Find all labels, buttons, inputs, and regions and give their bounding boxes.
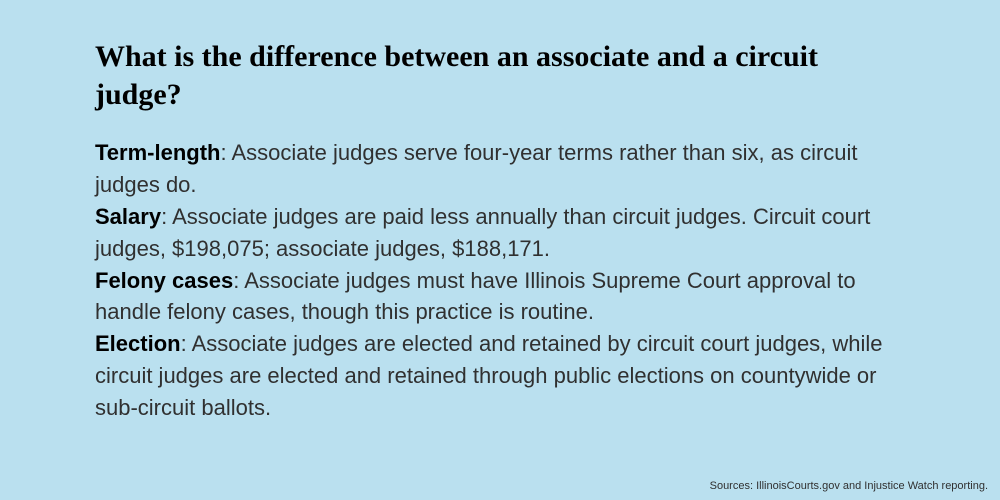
content-container: What is the difference between an associ… [0, 0, 1000, 424]
page-title: What is the difference between an associ… [95, 38, 905, 113]
entry-label: Felony cases [95, 268, 233, 293]
sources-attribution: Sources: IllinoisCourts.gov and Injustic… [710, 480, 988, 492]
entry-text: : Associate judges are paid less annuall… [95, 204, 870, 261]
entry-label: Term-length [95, 140, 220, 165]
entry-election: Election: Associate judges are elected a… [95, 328, 905, 424]
entry-felony-cases: Felony cases: Associate judges must have… [95, 265, 905, 329]
entry-text: : Associate judges are elected and retai… [95, 331, 883, 420]
entry-term-length: Term-length: Associate judges serve four… [95, 137, 905, 201]
entry-label: Election [95, 331, 181, 356]
entry-label: Salary [95, 204, 161, 229]
entry-salary: Salary: Associate judges are paid less a… [95, 201, 905, 265]
body-text: Term-length: Associate judges serve four… [95, 137, 905, 424]
